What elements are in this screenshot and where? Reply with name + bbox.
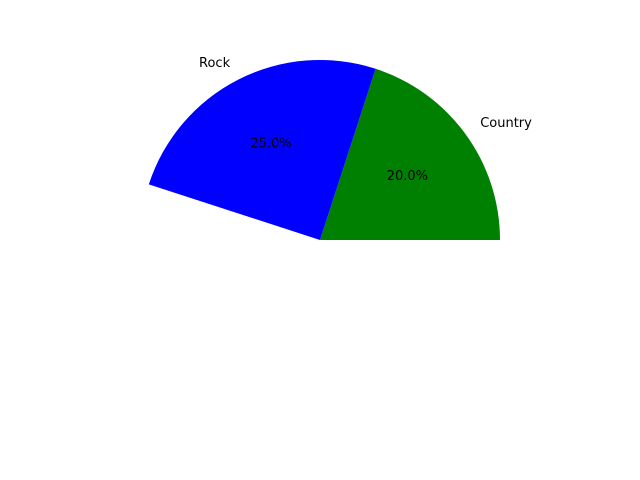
slice-label-country: Country <box>480 116 532 131</box>
slice-percent-country: 20.0% <box>387 169 428 184</box>
slice-label-rock: Rock <box>199 56 231 71</box>
pie-slices <box>148 60 500 240</box>
pie-slice-country <box>320 68 500 240</box>
pie-slice-rock <box>148 60 376 240</box>
slice-percent-rock: 25.0% <box>250 136 291 151</box>
pie-labels: Country 20.0% Rock 25.0% <box>199 56 532 184</box>
